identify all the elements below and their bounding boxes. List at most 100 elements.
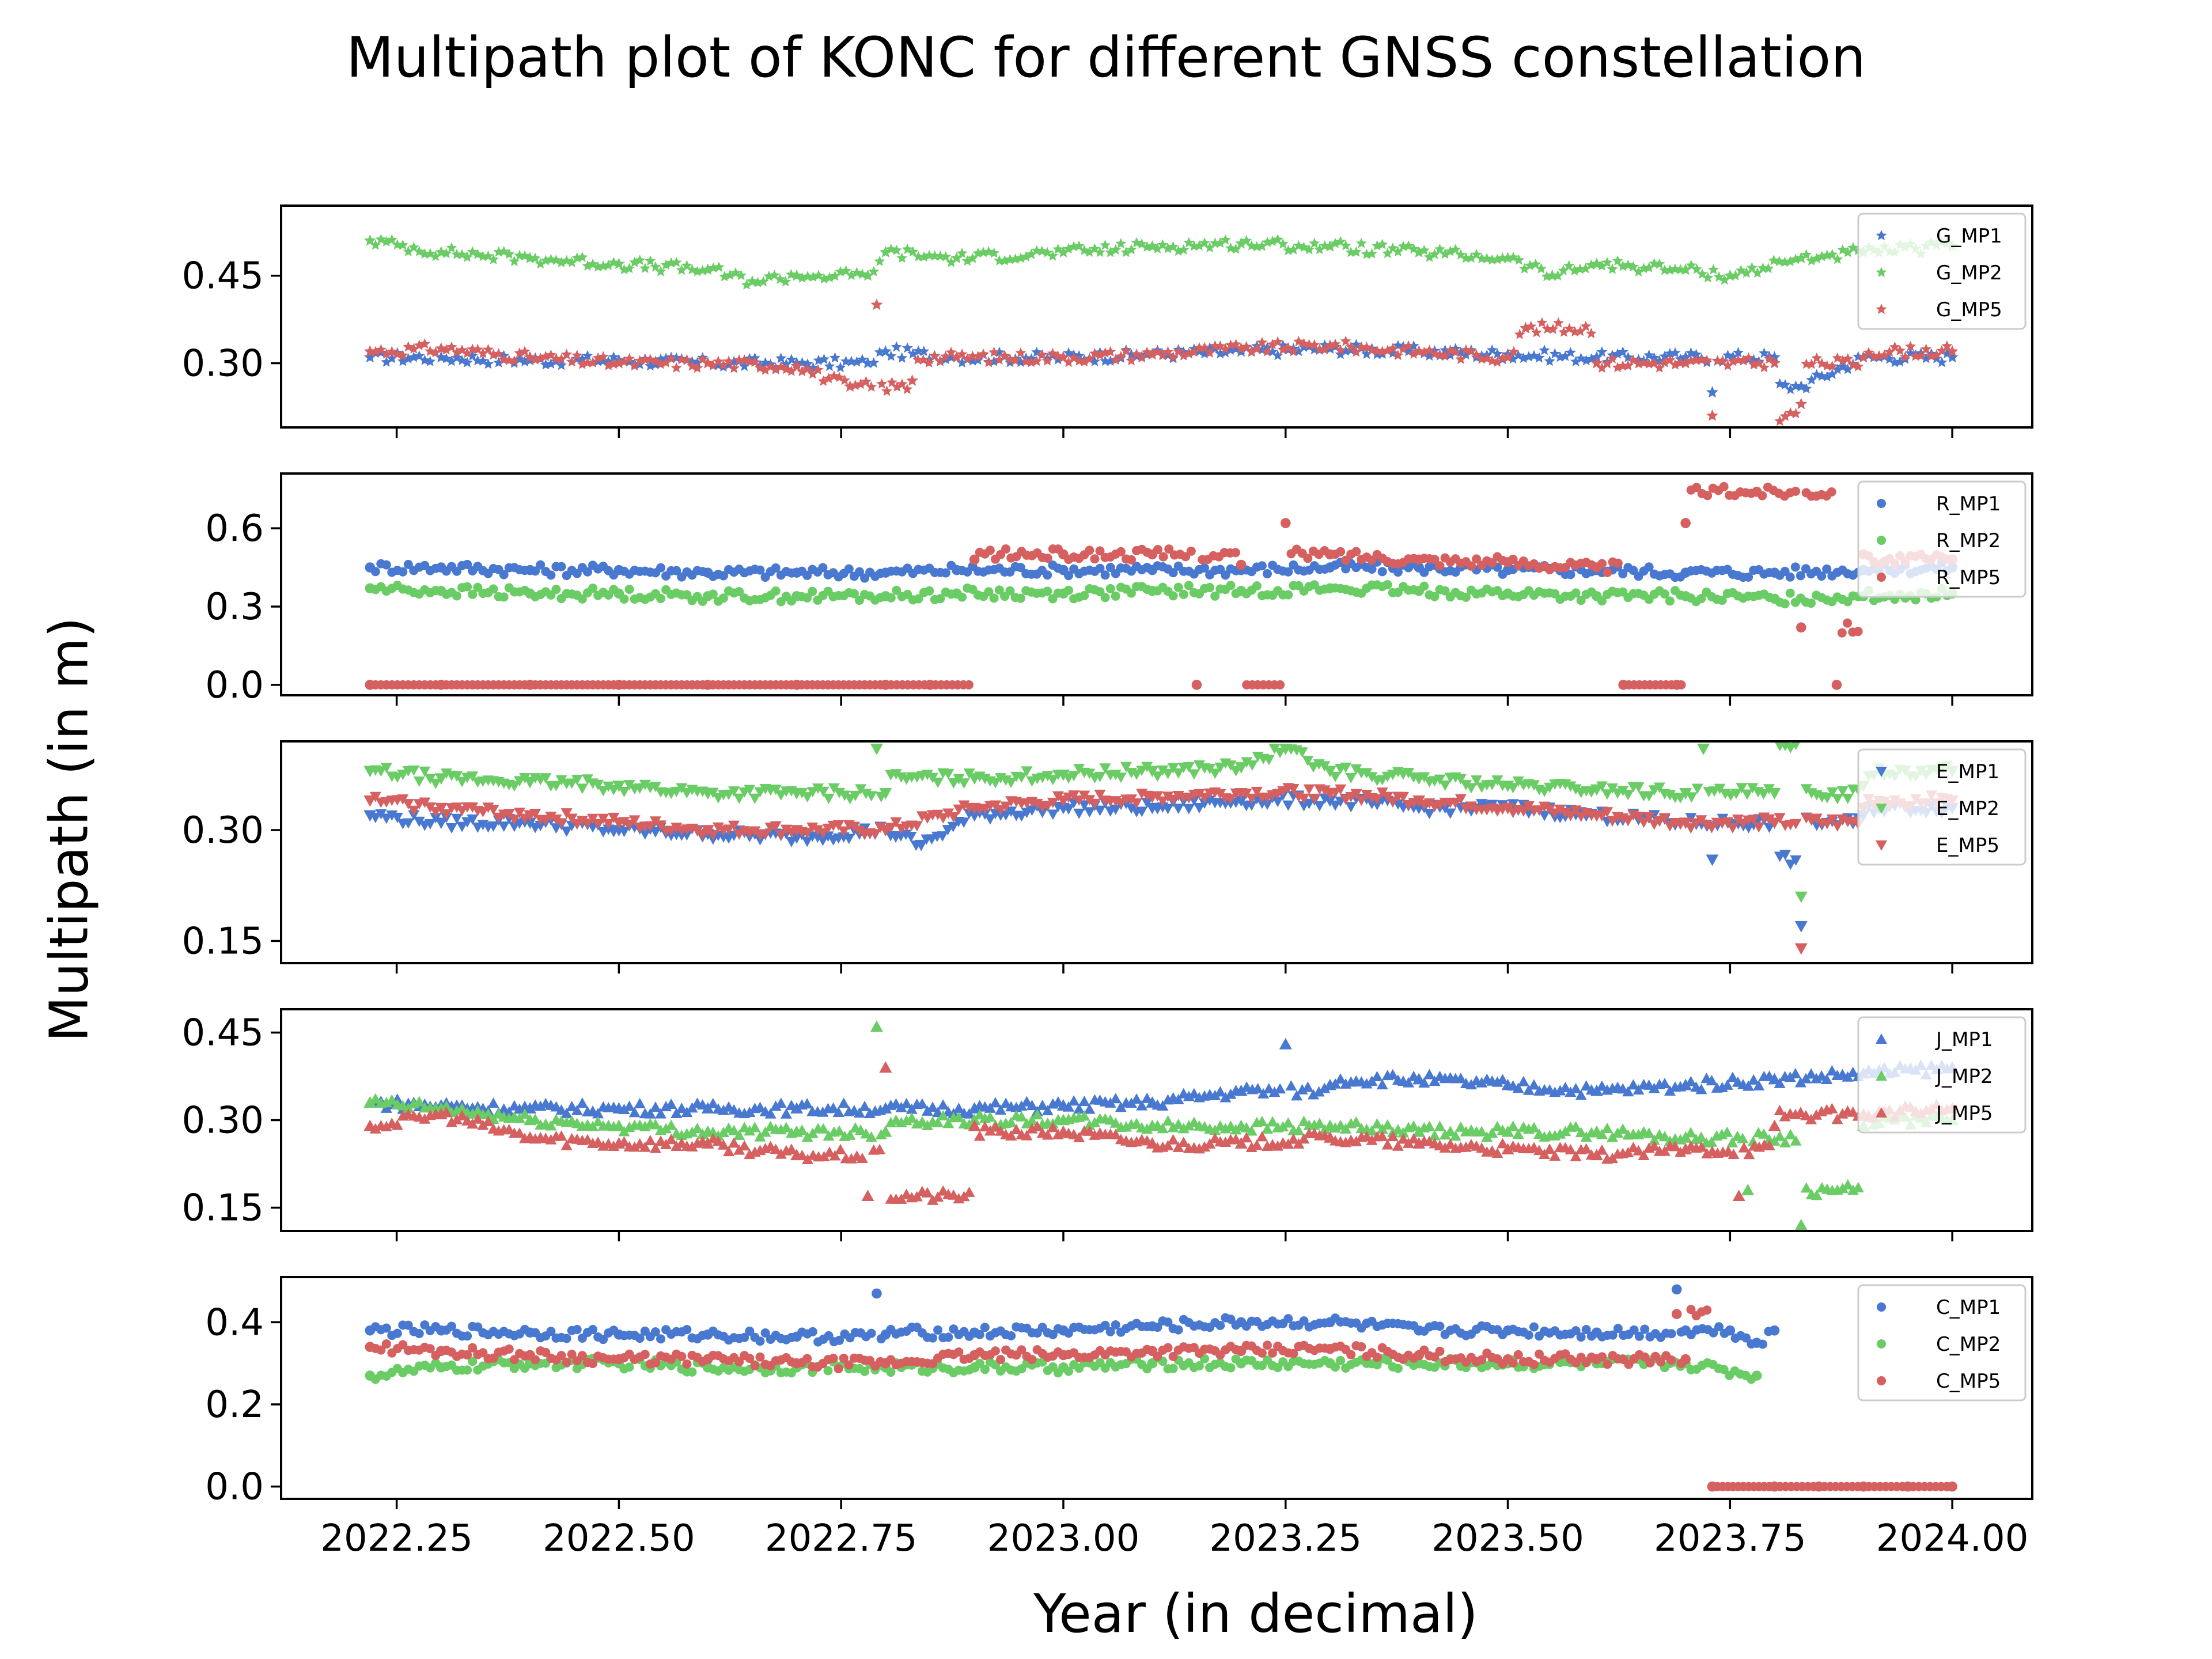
- point: [692, 357, 703, 368]
- point: [1822, 564, 1832, 574]
- point: [1671, 1284, 1682, 1295]
- legend-label: J_MP2: [1935, 1065, 1993, 1088]
- point: [1565, 347, 1576, 358]
- point: [529, 354, 541, 365]
- point: [1263, 755, 1275, 766]
- point: [941, 568, 950, 578]
- point: [1868, 351, 1880, 362]
- point: [1423, 809, 1435, 820]
- point: [660, 357, 672, 368]
- legend-marker: [1876, 804, 1887, 814]
- point: [1741, 267, 1752, 278]
- point: [1607, 816, 1619, 827]
- point: [1644, 562, 1654, 572]
- point: [874, 346, 885, 357]
- point: [1240, 1132, 1252, 1143]
- point: [870, 298, 883, 310]
- point: [707, 359, 719, 370]
- point: [1821, 1073, 1833, 1084]
- point: [802, 1354, 812, 1363]
- point: [829, 1150, 841, 1161]
- point: [1643, 791, 1655, 802]
- point: [676, 1103, 688, 1113]
- point: [1763, 263, 1774, 274]
- series-G_MP5: [363, 298, 1959, 426]
- point: [874, 1143, 886, 1154]
- point: [1214, 789, 1226, 800]
- legend-marker: [1876, 230, 1887, 241]
- point: [644, 821, 656, 832]
- panel-frame: [280, 1008, 2033, 1232]
- point: [738, 354, 750, 365]
- point: [1361, 248, 1372, 259]
- point: [1597, 559, 1607, 569]
- point: [467, 814, 479, 825]
- point: [671, 352, 682, 363]
- point: [597, 786, 609, 797]
- point: [1152, 791, 1164, 802]
- point: [1706, 409, 1718, 421]
- point: [1125, 794, 1137, 805]
- point: [531, 566, 540, 576]
- point: [975, 1358, 984, 1368]
- point: [972, 354, 984, 365]
- point: [1230, 548, 1240, 558]
- point: [628, 1107, 641, 1118]
- y-tick-label: 0.30: [182, 1100, 264, 1142]
- point: [1476, 353, 1487, 364]
- point: [672, 566, 681, 575]
- point: [1274, 748, 1286, 759]
- point: [1287, 783, 1300, 794]
- point: [1423, 1069, 1435, 1080]
- point: [818, 1150, 830, 1161]
- point: [1350, 764, 1362, 775]
- point: [1214, 762, 1226, 773]
- point: [1743, 1149, 1755, 1160]
- point: [843, 834, 855, 844]
- point: [645, 354, 656, 365]
- point: [482, 1108, 494, 1119]
- y-axis-label: Multipath (in m): [38, 617, 100, 1042]
- point: [942, 1118, 955, 1128]
- point: [1941, 340, 1953, 351]
- point: [1768, 1119, 1781, 1131]
- point: [1031, 799, 1043, 810]
- point: [1173, 346, 1184, 357]
- point: [1508, 1358, 1518, 1368]
- point: [972, 351, 984, 362]
- point: [1758, 789, 1770, 800]
- point: [503, 1106, 515, 1117]
- point: [844, 564, 854, 574]
- point: [1444, 808, 1456, 819]
- point: [1721, 817, 1733, 828]
- point: [1048, 1362, 1058, 1372]
- y-tick-label: 0.6: [205, 507, 264, 550]
- point: [745, 1354, 755, 1363]
- point: [1539, 786, 1551, 797]
- legend-label: G_MP2: [1936, 262, 2002, 285]
- point: [456, 1103, 468, 1113]
- point: [1403, 340, 1414, 351]
- point: [1565, 810, 1577, 821]
- point: [1497, 1074, 1509, 1085]
- point: [509, 256, 520, 267]
- point: [1341, 555, 1351, 565]
- point: [1597, 1352, 1607, 1362]
- point: [1048, 1330, 1058, 1339]
- point: [865, 1131, 877, 1142]
- point: [1608, 1330, 1618, 1340]
- point: [1805, 1068, 1817, 1079]
- series-C_MP1: [365, 1284, 1780, 1349]
- point: [556, 562, 566, 571]
- point: [1084, 795, 1096, 806]
- point: [1194, 1361, 1204, 1371]
- point: [879, 1061, 892, 1073]
- point: [1163, 1317, 1173, 1327]
- point: [1131, 348, 1142, 359]
- point: [1397, 343, 1409, 354]
- point: [900, 1097, 912, 1108]
- point: [838, 1097, 850, 1108]
- point: [446, 242, 457, 253]
- point: [1275, 680, 1285, 690]
